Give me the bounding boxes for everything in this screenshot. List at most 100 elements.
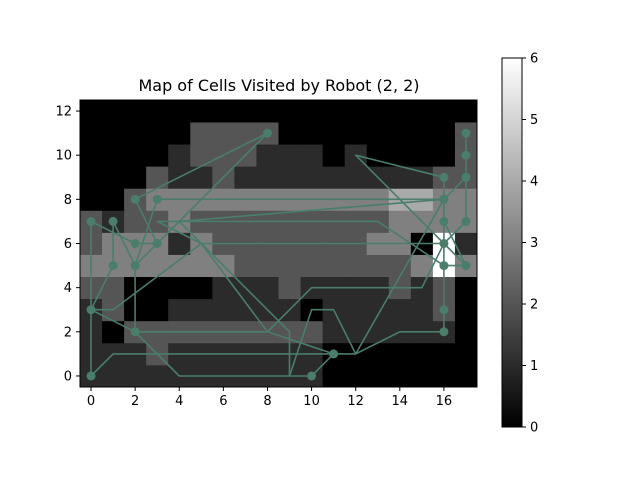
heatmap-cell [234,254,257,278]
heatmap-cell [190,122,213,145]
heatmap-cell [146,276,169,300]
heatmap-cell [278,144,301,167]
y-tick-label: 10 [55,149,72,164]
colorbar-tick-label: 6 [530,52,538,67]
heatmap-cell [124,144,147,167]
path-point [461,150,471,160]
heatmap-cell [190,276,213,300]
heatmap-cell [454,364,478,388]
heatmap-cell [454,232,478,255]
path-point [130,261,140,271]
heatmap-cell [256,166,279,189]
heatmap-cell [322,320,346,344]
heatmap-cell [388,210,412,233]
heatmap-cell [124,210,147,233]
heatmap-cell [388,298,412,322]
heatmap-cell [432,100,456,123]
heatmap-cell [454,298,478,322]
heatmap-cell [146,254,169,278]
path-point [461,128,471,138]
heatmap-cell [212,122,235,145]
heatmap-cell [102,144,125,167]
heatmap-cell [322,166,346,189]
heatmap-cell [388,100,412,123]
y-tick-label: 8 [64,193,72,208]
path-point [439,305,449,315]
heatmap-cell [344,166,368,189]
heatmap-cell [212,298,235,322]
x-tick-label: 14 [392,394,409,409]
heatmap-cell [146,100,169,123]
heatmap-cell [146,122,169,145]
x-tick-label: 8 [263,394,271,409]
heatmap-cell [80,122,103,145]
heatmap-cell [102,364,125,388]
heatmap-cell [432,144,456,167]
path-point [439,327,449,337]
path-point [439,216,449,226]
heatmap-cell [410,122,434,145]
heatmap-cell [256,254,279,278]
path-point [152,194,162,204]
heatmap-cell [278,276,301,300]
heatmap-cell [80,144,103,167]
heatmap-cell [146,364,169,388]
heatmap-cell [212,276,235,300]
heatmap-cell [102,320,125,344]
x-tick-label: 4 [175,394,183,409]
heatmap-cell [344,320,368,344]
heatmap-cell [234,100,257,123]
heatmap-cell [410,144,434,167]
heatmap-cell [80,100,103,123]
x-tick-label: 0 [87,394,95,409]
heatmap-cell [278,122,301,145]
x-tick-label: 12 [347,394,364,409]
path-point [329,349,339,359]
x-tick-label: 6 [219,394,227,409]
heatmap-cell [146,166,169,189]
heatmap-cell [256,276,279,300]
x-axis: 0 2 4 6 8 10 12 14 16 [87,387,452,409]
robot-markers [86,128,471,381]
heatmap-cell [344,122,368,145]
heatmap-cell [388,364,412,388]
heatmap-cell [80,166,103,189]
heatmap-cell [190,254,213,278]
heatmap-cell [102,100,125,123]
colorbar-tick-label: 1 [530,359,538,374]
y-tick-label: 4 [64,281,72,296]
path-point [108,216,118,226]
heatmap-cell [366,320,390,344]
heatmap-cell [102,122,125,145]
heatmap-cell [432,122,456,145]
path-point [439,261,449,271]
heatmap-cell [168,122,191,145]
path-line [90,132,467,377]
path-point [439,172,449,182]
heatmap-cell [410,364,434,388]
colorbar-tick-label: 5 [530,113,538,128]
path-point [461,216,471,226]
colorbar-tick-label: 0 [530,421,538,436]
heatmap-cell [278,100,301,123]
heatmap-cell [168,254,191,278]
x-tick-label: 2 [131,394,139,409]
colorbar [501,57,523,428]
heatmap-cell [388,254,412,278]
heatmap-cell [366,122,390,145]
heatmap-cell [344,254,368,278]
colorbar-axis: 0 1 2 3 4 5 6 [522,52,538,436]
heatmap-cell [124,166,147,189]
heatmap-cell [300,122,324,145]
heatmap-cell [234,166,257,189]
path-point [152,239,162,248]
heatmap-cell [168,276,191,300]
y-tick-label: 12 [55,105,72,120]
heatmap-cell [344,100,368,123]
heatmap-cell [146,144,169,167]
heatmap-cell [80,188,103,211]
heatmap-cell [124,100,147,123]
heatmap-cell [410,298,434,322]
heatmap-cell [190,166,213,189]
heatmap-cell [366,254,390,278]
